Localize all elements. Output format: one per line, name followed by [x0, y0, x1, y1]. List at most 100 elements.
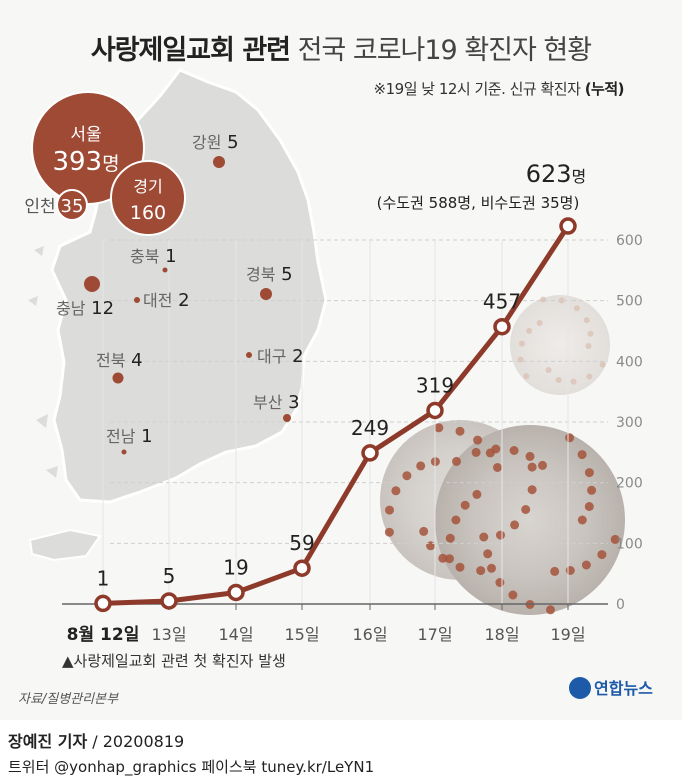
virus-spike — [546, 605, 555, 615]
virus-spike — [509, 446, 519, 455]
virus-spike — [508, 590, 518, 600]
x-tick-label: 13일 — [151, 625, 186, 644]
virus-spike — [455, 426, 465, 436]
virus-spikes — [384, 296, 620, 615]
virus-spike — [523, 373, 530, 380]
last-point-note: (수도권 588명, 비수도권 35명) — [377, 194, 580, 212]
region-dot — [162, 267, 168, 273]
source-text: 자료/질병관리본부 — [18, 692, 119, 707]
credit-area — [0, 720, 682, 782]
virus-spike — [496, 530, 505, 540]
chart-labels: 1 5 19 59 249 319 457 623명 (수도권 588명, 비수도권 35명) ▲… — [18, 160, 653, 707]
infographic: 0 100 200 300 400 500 600 8월 12일 13일 14일 15일 16일 17일… — [18, 35, 654, 707]
virus-spike — [452, 456, 461, 466]
virus-spike — [445, 554, 454, 564]
virus-spike — [493, 463, 502, 472]
virus-spike — [460, 500, 470, 510]
region-label: 강원 5 — [192, 132, 239, 153]
data-label: 457 — [483, 290, 521, 314]
data-label: 319 — [416, 373, 454, 397]
chart-grid — [102, 239, 608, 604]
y-tick-label: 400 — [616, 354, 643, 370]
data-point — [293, 559, 311, 577]
virus-spike — [419, 526, 429, 536]
virus-spike — [545, 367, 552, 373]
y-tick-label: 300 — [616, 415, 643, 431]
virus-spike — [584, 502, 594, 511]
virus-spike — [527, 462, 537, 472]
y-tick-label: 600 — [616, 233, 643, 249]
virus-spike — [445, 533, 455, 543]
virus-spike — [525, 451, 535, 461]
series-line — [102, 224, 571, 606]
x-tick-label: 15일 — [284, 625, 319, 644]
region-count: 35 — [61, 196, 84, 217]
region-label: 충북 1 — [130, 246, 177, 267]
virus-spike — [577, 450, 587, 460]
region-label: 전북 4 — [96, 350, 143, 371]
data-label: 249 — [351, 416, 389, 440]
virus-spike — [585, 343, 592, 349]
region-dot — [260, 288, 272, 300]
virus-spike — [455, 562, 465, 572]
virus-spike — [573, 305, 580, 312]
region-bubble — [110, 160, 186, 236]
region-bubble — [56, 189, 88, 221]
virus-spike — [402, 471, 412, 481]
virus-spike — [597, 550, 607, 560]
virus-spike — [471, 447, 481, 457]
x-tick-label: 16일 — [352, 625, 387, 644]
region-dot — [121, 449, 127, 455]
data-point — [493, 317, 511, 336]
region-dot — [213, 156, 225, 168]
virus-spike — [416, 461, 426, 471]
data-point — [426, 401, 444, 420]
y-tick-label: 100 — [616, 536, 643, 552]
data-point — [227, 583, 245, 602]
data-label: 19 — [223, 555, 248, 579]
region-name: 경기 — [133, 177, 162, 196]
region-label: 전남 1 — [106, 426, 153, 447]
virus-spike — [538, 460, 547, 470]
reporter-name: 장예진 기자 — [8, 732, 88, 751]
x-tick-label: 17일 — [417, 625, 452, 644]
virus-spike — [451, 515, 461, 525]
virus-spike — [577, 515, 587, 525]
virus-spike — [391, 486, 401, 496]
subtitle-prefix: ※19일 낮 12시 기준. 신규 확진자 — [373, 80, 581, 98]
virus-illustration — [380, 295, 625, 615]
virus-spike — [426, 541, 436, 551]
virus-spike — [472, 489, 482, 499]
virus-spike — [510, 520, 520, 530]
virus-spike — [587, 330, 594, 337]
virus-spike — [526, 327, 533, 334]
virus-spike — [581, 560, 591, 570]
virus-spike — [610, 534, 620, 544]
virus-spike — [587, 485, 597, 495]
data-point — [361, 444, 379, 462]
virus-spike — [473, 435, 483, 445]
virus-spike — [599, 361, 606, 368]
data-label: 1 — [97, 566, 110, 590]
virus-spike — [385, 505, 394, 515]
credit-date: / 20200819 — [87, 732, 185, 751]
x-tick-label: 18일 — [484, 625, 519, 644]
virus-spike — [586, 373, 593, 380]
y-tick-label: 500 — [616, 294, 643, 310]
virus-spike — [495, 578, 505, 587]
y-tick-label: 0 — [616, 597, 625, 613]
virus-spike — [565, 433, 575, 443]
region-bubble — [31, 91, 145, 205]
region-name: 인천 — [24, 197, 55, 217]
virus-spike — [536, 320, 543, 326]
virus-spike — [434, 423, 444, 433]
data-point — [94, 594, 112, 613]
subtitle-suffix: (누적) — [584, 80, 625, 98]
subtitle: ※19일 낮 12시 기준. 신규 확진자 (누적) — [373, 78, 625, 99]
data-label: 59 — [289, 531, 314, 555]
chart-canvas: 0 100 200 300 400 500 600 8월 12일 13일 14일 15일 16일 17일… — [18, 68, 653, 707]
virus-spike — [550, 566, 560, 576]
data-point — [559, 217, 577, 235]
region-count: 160 — [130, 202, 166, 224]
